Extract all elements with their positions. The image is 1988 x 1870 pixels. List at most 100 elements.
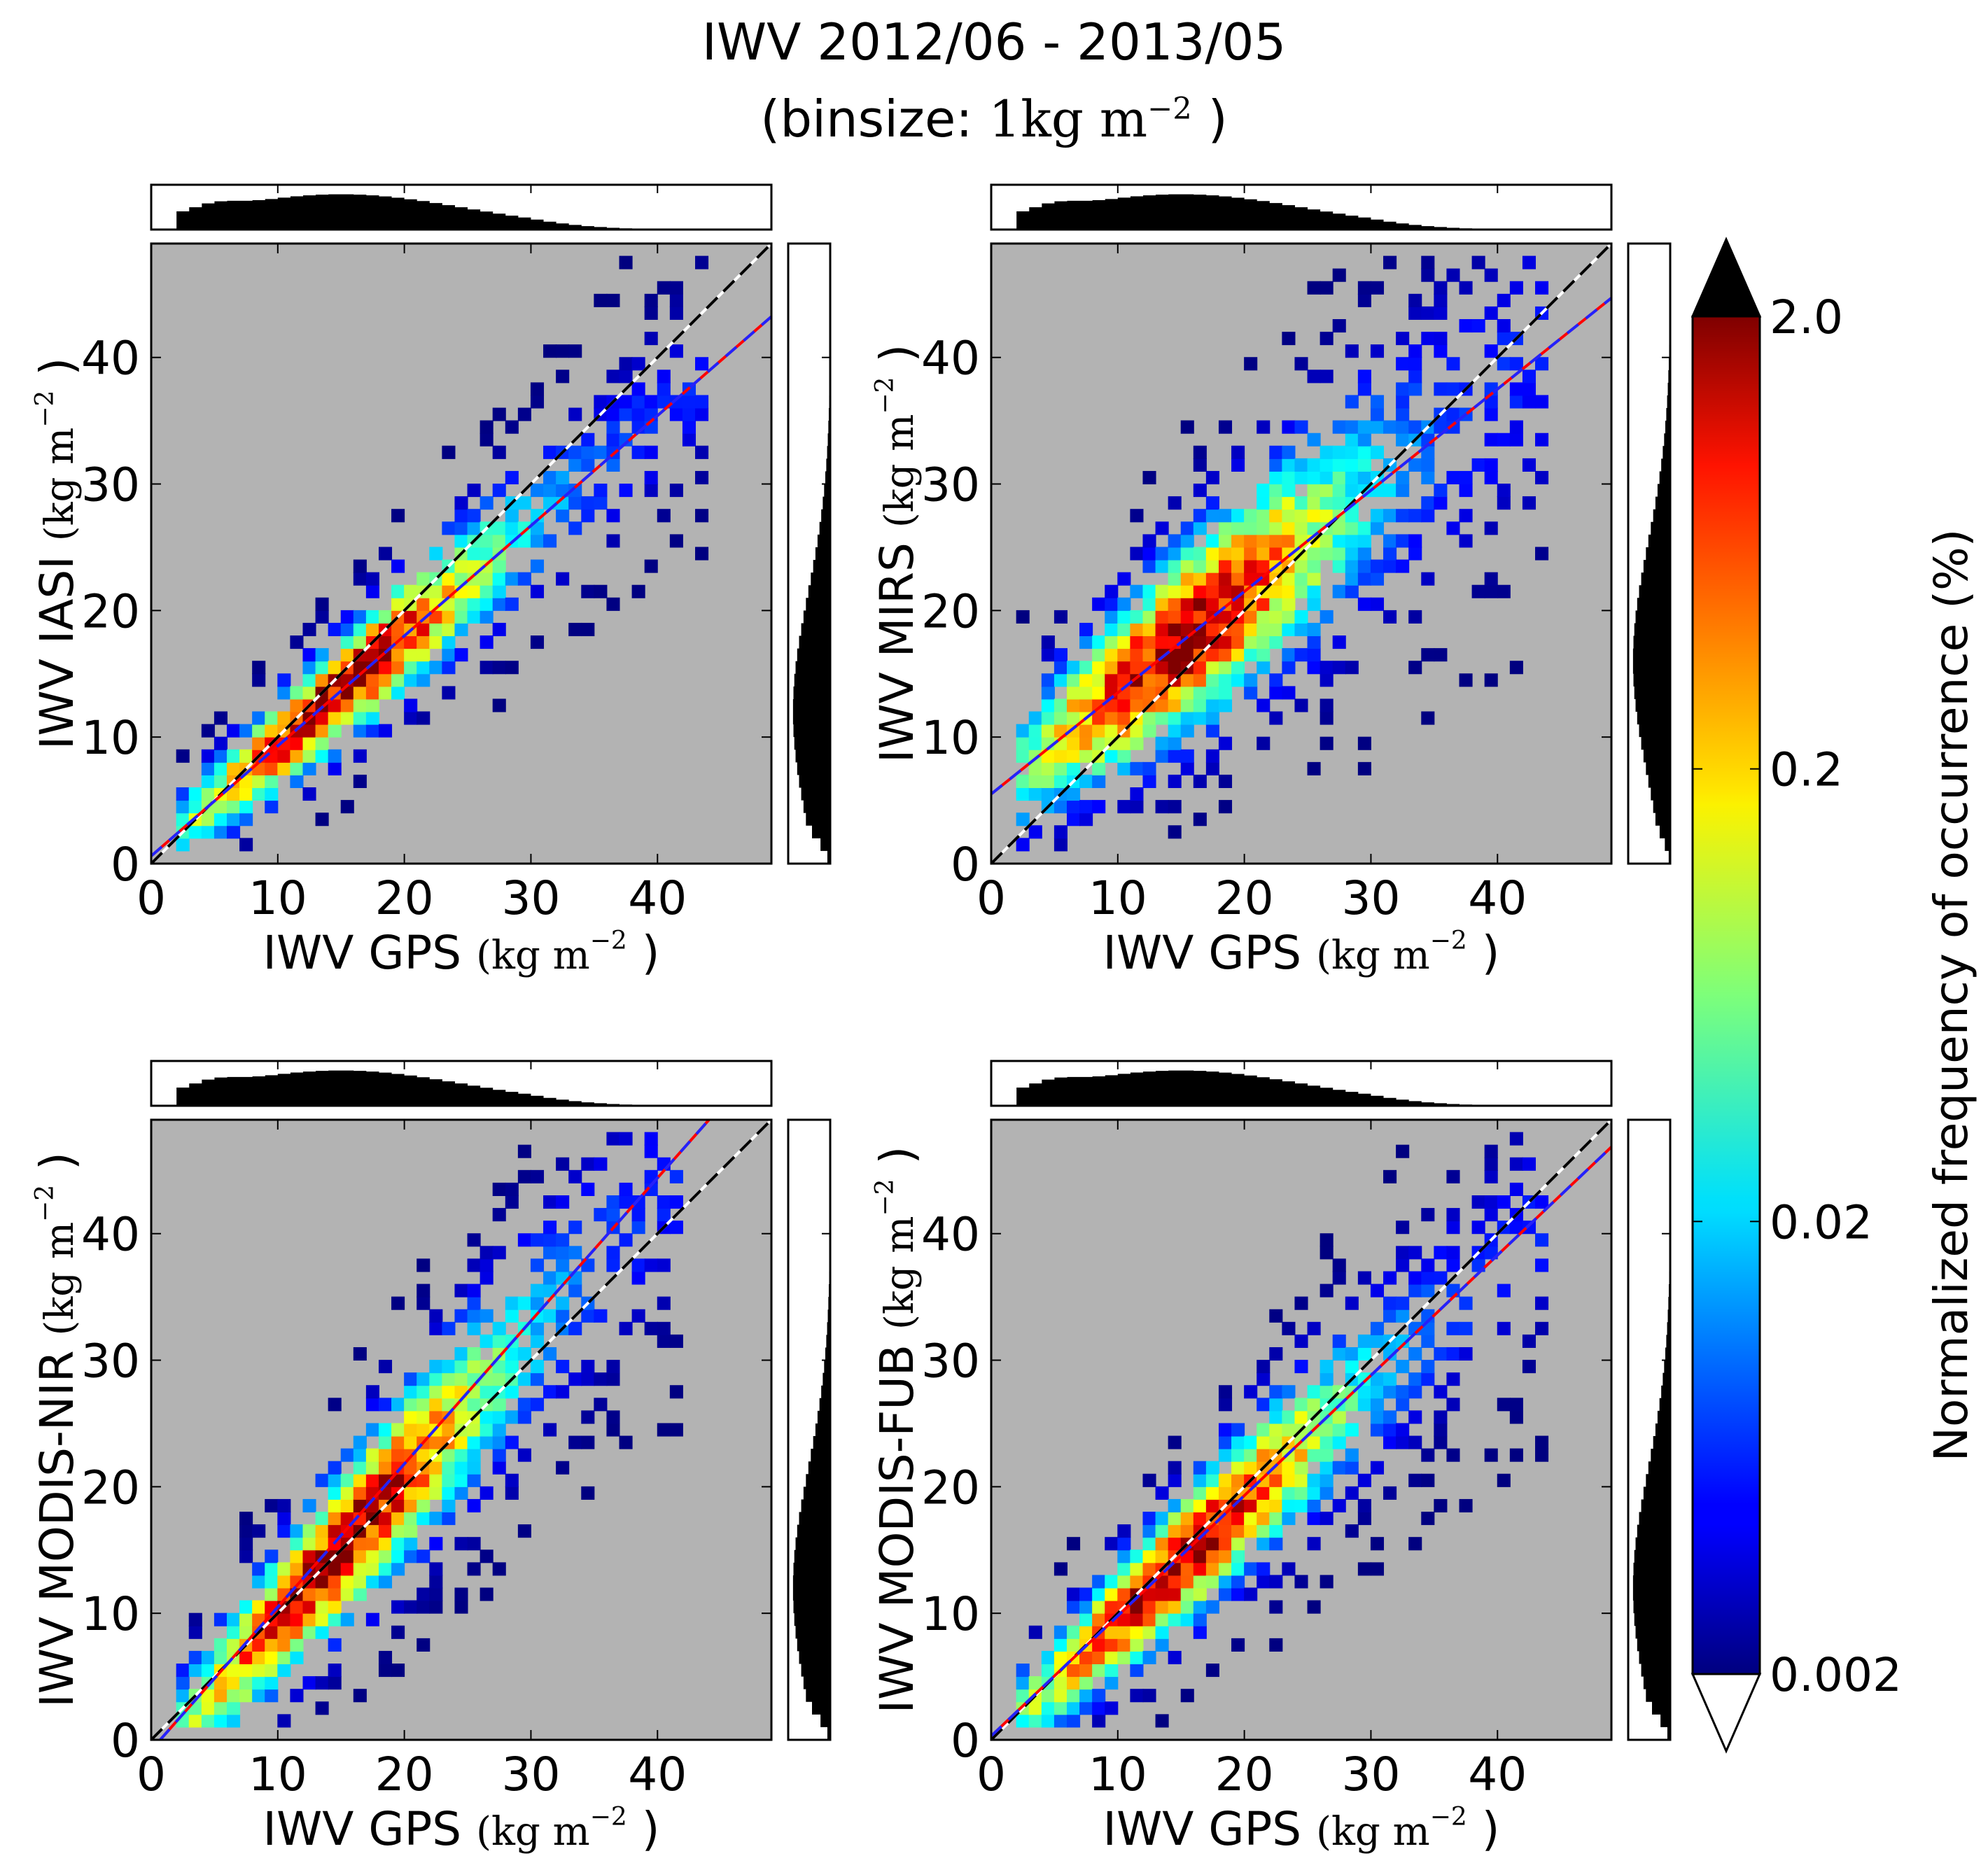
- heatmap-bin: [442, 1486, 456, 1500]
- heatmap-bin: [1282, 597, 1296, 611]
- heatmap-bin: [492, 698, 506, 712]
- heatmap-bin: [1320, 1461, 1334, 1475]
- heatmap-bin: [543, 1246, 557, 1260]
- heatmap-bin: [1054, 1714, 1068, 1728]
- heatmap-bin: [1370, 1385, 1385, 1399]
- heatmap-bin: [1205, 661, 1219, 675]
- heatmap-bin: [631, 1258, 645, 1272]
- heatmap-bin: [353, 1689, 367, 1703]
- heatmap-bin: [492, 1372, 506, 1386]
- heatmap-bin: [1471, 318, 1485, 333]
- heatmap-bin: [328, 1587, 342, 1601]
- heatmap-bin: [1180, 1524, 1194, 1538]
- heatmap-bin: [669, 484, 683, 498]
- heatmap-bin: [1294, 622, 1308, 637]
- heatmap-bin: [1092, 1638, 1106, 1652]
- heatmap-bin: [1256, 1524, 1270, 1538]
- heatmap-bin: [429, 1372, 443, 1386]
- marginal-histogram-y: [1627, 242, 1672, 865]
- heatmap-bin: [1307, 496, 1321, 510]
- heatmap-bin: [1294, 559, 1308, 573]
- heatmap-bin: [416, 1486, 430, 1500]
- heatmap-bin: [1231, 1638, 1245, 1652]
- heatmap-bin: [239, 749, 253, 763]
- heatmap-bin: [315, 1625, 329, 1639]
- heatmap-bin: [1332, 1435, 1346, 1449]
- heatmap-bin: [492, 1347, 506, 1361]
- plot-frame: [990, 242, 1613, 865]
- heatmap-bin: [1345, 445, 1359, 459]
- heatmap-bin: [1497, 1284, 1511, 1298]
- heatmap-bin: [302, 686, 316, 700]
- heatmap-bin: [1218, 1486, 1233, 1500]
- heatmap-bin: [1092, 761, 1106, 775]
- heatmap-bin: [1041, 761, 1055, 775]
- y-tick-label: 0: [111, 1714, 140, 1768]
- heatmap-bin: [214, 1701, 227, 1715]
- heatmap-bin: [619, 407, 633, 421]
- heatmap-bin: [1041, 1714, 1055, 1728]
- y-tick-label: 40: [921, 1208, 980, 1262]
- heatmap-bin: [1383, 559, 1397, 573]
- heatmap-bin: [391, 1664, 405, 1678]
- heatmap-bin: [454, 521, 468, 535]
- heatmap-bin: [1256, 622, 1270, 637]
- heatmap-bin: [302, 673, 316, 687]
- figure-title: IWV 2012/06 - 2013/05: [701, 13, 1287, 71]
- heatmap-bin: [1155, 610, 1169, 624]
- heatmap-bin: [492, 534, 506, 548]
- heatmap-bin: [1320, 1284, 1334, 1298]
- heatmap-bin: [265, 761, 279, 775]
- heatmap-bin: [365, 661, 379, 675]
- heatmap-bin: [1396, 509, 1410, 523]
- heatmap-bin: [1155, 648, 1169, 662]
- heatmap-bin: [1332, 1258, 1346, 1272]
- heatmap-bin: [479, 1360, 493, 1374]
- heatmap-bin: [1370, 1423, 1385, 1437]
- heatmap-bin: [1307, 547, 1321, 561]
- heatmap-bin: [1269, 509, 1283, 523]
- heatmap-bin: [1218, 1473, 1233, 1487]
- heatmap-bin: [353, 1473, 367, 1487]
- heatmap-bin: [1142, 1587, 1156, 1601]
- heatmap-bin: [467, 547, 481, 561]
- heatmap-bin: [442, 661, 456, 675]
- heatmap-bin: [1294, 470, 1308, 485]
- heatmap-bin: [1218, 1448, 1233, 1462]
- heatmap-bin: [1320, 736, 1334, 750]
- heatmap-bin: [353, 1461, 367, 1475]
- x-axis-label-unit-open: (kg m: [1316, 933, 1430, 978]
- heatmap-bin: [365, 1398, 379, 1412]
- heatmap-bin: [1193, 584, 1207, 598]
- heatmap-bin: [1421, 1360, 1435, 1374]
- heatmap-bin: [1155, 1537, 1169, 1551]
- heatmap-bin: [1142, 534, 1156, 548]
- heatmap-bin: [1320, 661, 1334, 675]
- heatmap-bin: [1307, 433, 1321, 447]
- heatmap-bin: [1155, 698, 1169, 712]
- heatmap-bin: [644, 1132, 658, 1146]
- heatmap-bin: [442, 521, 456, 535]
- heatmap-bin: [1066, 787, 1081, 801]
- heatmap-bin: [1079, 1701, 1093, 1715]
- heatmap-bin: [1357, 572, 1371, 586]
- heatmap-bin: [416, 661, 430, 675]
- heatmap-bin: [302, 761, 316, 775]
- heatmap-bin: [226, 787, 241, 801]
- heatmap-bin: [517, 1233, 531, 1247]
- heatmap-bin: [1269, 521, 1283, 535]
- heatmap-bin: [1256, 521, 1270, 535]
- heatmap-bin: [277, 1498, 291, 1513]
- heatmap-bin: [467, 1498, 481, 1513]
- heatmap-bin: [1092, 1714, 1106, 1728]
- heatmap-bin: [1180, 1549, 1194, 1563]
- heatmap-bin: [1054, 711, 1068, 725]
- heatmap-bin: [1320, 1448, 1334, 1462]
- heatmap-bin: [479, 572, 493, 586]
- heatmap-bin: [404, 1372, 418, 1386]
- heatmap-bin: [1332, 1334, 1346, 1348]
- heatmap-bin: [1117, 749, 1131, 763]
- heatmap-bin: [265, 1664, 279, 1678]
- heatmap-bin: [315, 597, 329, 611]
- heatmap-bin: [1193, 1587, 1207, 1601]
